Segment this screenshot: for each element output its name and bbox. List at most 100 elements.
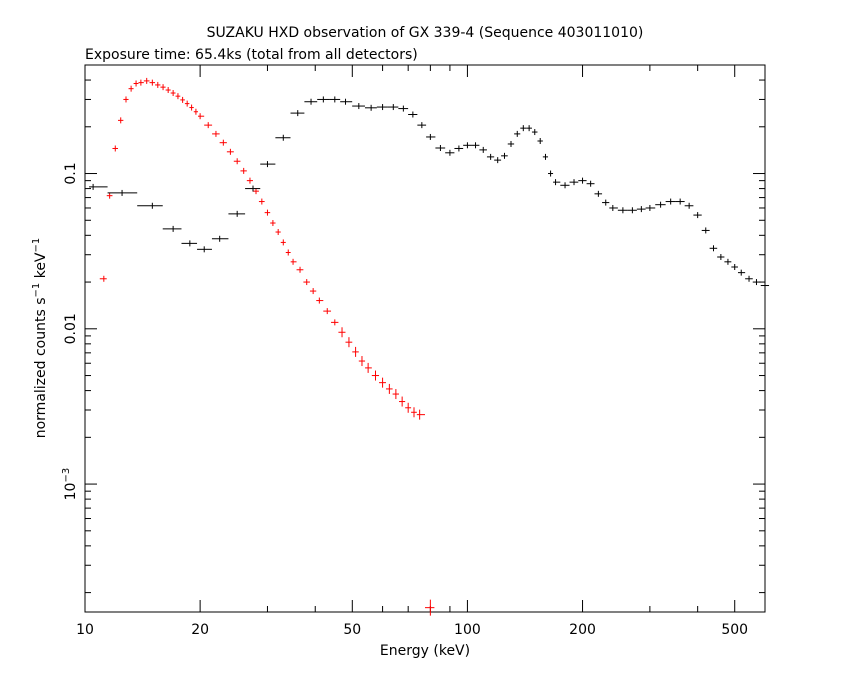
data-point bbox=[417, 122, 427, 129]
data-point bbox=[454, 145, 464, 152]
data-point bbox=[560, 182, 570, 189]
data-point bbox=[514, 130, 521, 137]
data-point bbox=[752, 279, 761, 286]
data-point bbox=[264, 209, 271, 216]
y-tick-label: 10−3 bbox=[61, 468, 79, 501]
x-ticks: 10 20 50 100 200 500 bbox=[76, 65, 766, 638]
data-point bbox=[275, 229, 281, 236]
x-axis-label: Energy (keV) bbox=[380, 643, 470, 659]
data-point bbox=[219, 139, 227, 146]
x-tick-label: 50 bbox=[343, 622, 361, 638]
x-tick-label: 10 bbox=[76, 622, 94, 638]
series-1 bbox=[89, 96, 770, 289]
data-point bbox=[724, 258, 732, 265]
data-point bbox=[198, 113, 205, 120]
data-point bbox=[228, 210, 246, 217]
data-point bbox=[387, 104, 399, 111]
data-point bbox=[553, 179, 561, 186]
data-point bbox=[240, 167, 247, 174]
data-point bbox=[226, 148, 234, 155]
data-point bbox=[352, 103, 365, 110]
data-point bbox=[376, 104, 388, 111]
data-point bbox=[285, 249, 291, 256]
data-point bbox=[701, 227, 710, 234]
data-point bbox=[296, 266, 304, 273]
data-point bbox=[693, 212, 702, 219]
data-points bbox=[89, 77, 770, 616]
data-point bbox=[290, 258, 297, 265]
x-tick-label: 100 bbox=[454, 622, 481, 638]
data-point bbox=[425, 599, 435, 616]
data-point bbox=[149, 79, 156, 86]
data-point bbox=[309, 288, 317, 295]
data-point bbox=[180, 96, 185, 103]
data-point bbox=[280, 239, 286, 246]
data-point bbox=[128, 85, 134, 92]
data-point bbox=[471, 142, 480, 149]
data-point bbox=[329, 96, 341, 103]
data-point bbox=[331, 319, 339, 326]
x-tick-label: 20 bbox=[191, 622, 209, 638]
data-point bbox=[684, 202, 694, 209]
data-point bbox=[745, 275, 753, 282]
data-point bbox=[385, 383, 393, 394]
data-point bbox=[245, 185, 261, 192]
data-point bbox=[507, 140, 515, 147]
data-point bbox=[181, 240, 198, 247]
data-point bbox=[89, 183, 108, 190]
data-point bbox=[537, 137, 543, 144]
data-point bbox=[737, 269, 746, 276]
data-point bbox=[578, 177, 587, 184]
plot-frame bbox=[84, 64, 766, 613]
data-point bbox=[586, 180, 595, 187]
data-point bbox=[275, 134, 291, 141]
data-point bbox=[197, 246, 212, 253]
data-point bbox=[338, 327, 346, 338]
data-point bbox=[494, 157, 502, 164]
data-point bbox=[246, 177, 253, 184]
data-point bbox=[212, 130, 220, 137]
data-point bbox=[189, 104, 194, 111]
data-point bbox=[138, 79, 144, 86]
chart-title: SUZAKU HXD observation of GX 339-4 (Sequ… bbox=[207, 25, 644, 41]
data-point bbox=[345, 337, 353, 348]
data-point bbox=[317, 96, 330, 103]
data-point bbox=[526, 125, 532, 132]
y-axis-label: normalized counts s−1 keV−1 bbox=[31, 238, 49, 439]
y-axis-label-exp2: −1 bbox=[31, 238, 42, 253]
data-point bbox=[106, 192, 113, 199]
data-point bbox=[112, 145, 119, 152]
y-ticks: 0.1 0.01 10−3 bbox=[61, 64, 765, 594]
data-point bbox=[636, 206, 646, 213]
data-point bbox=[416, 409, 425, 420]
data-point bbox=[542, 153, 549, 160]
data-point bbox=[323, 308, 332, 315]
data-point bbox=[405, 402, 412, 413]
y-axis-label-main: normalized counts s bbox=[33, 297, 49, 438]
data-point bbox=[379, 377, 386, 388]
data-point bbox=[463, 142, 472, 149]
data-point bbox=[609, 204, 618, 211]
data-point bbox=[364, 104, 377, 111]
data-point bbox=[731, 264, 738, 271]
data-point bbox=[365, 362, 372, 373]
data-point bbox=[303, 279, 310, 286]
data-point bbox=[316, 297, 324, 304]
data-point bbox=[548, 170, 554, 177]
data-point bbox=[398, 105, 409, 112]
data-point bbox=[123, 96, 129, 103]
data-point bbox=[371, 370, 380, 381]
data-point bbox=[137, 202, 163, 209]
data-point bbox=[645, 204, 656, 211]
data-point bbox=[211, 235, 229, 242]
data-point bbox=[531, 129, 538, 136]
data-point bbox=[392, 389, 400, 400]
data-point bbox=[520, 125, 527, 132]
data-point bbox=[709, 245, 718, 252]
data-point bbox=[486, 153, 495, 160]
data-point bbox=[627, 207, 637, 214]
data-point bbox=[675, 198, 685, 205]
data-point bbox=[233, 158, 241, 165]
y-tick-label: 0.1 bbox=[63, 162, 79, 184]
data-point bbox=[665, 198, 676, 205]
